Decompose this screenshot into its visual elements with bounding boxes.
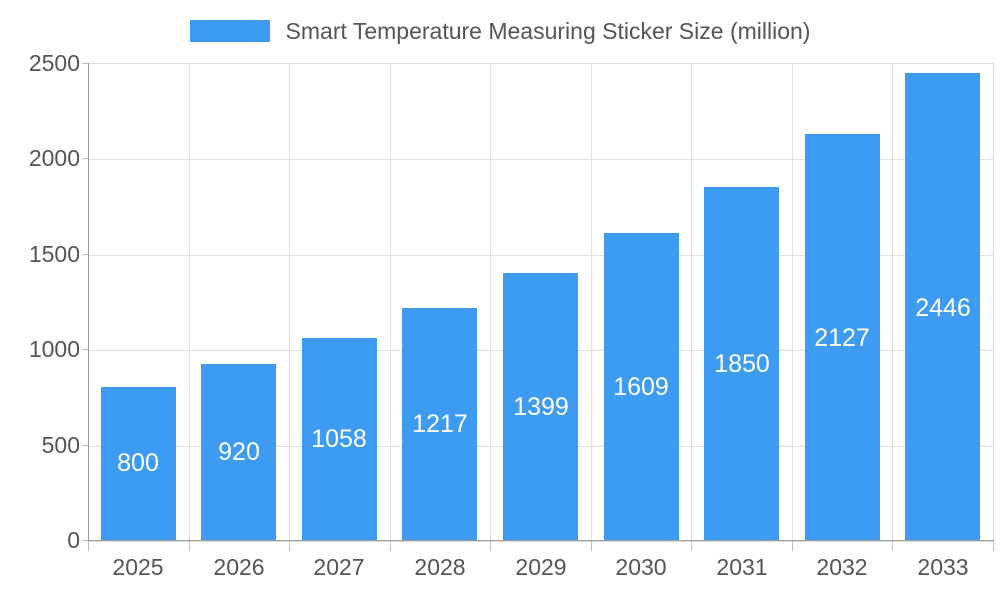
y-axis-tick-mark <box>82 253 88 255</box>
x-axis-tick-mark <box>88 541 89 551</box>
legend-label: Smart Temperature Measuring Sticker Size… <box>285 17 811 44</box>
y-axis-tick-label: 2000 <box>28 145 80 172</box>
y-axis-tick-mark <box>82 158 88 160</box>
y-gridline <box>88 541 993 542</box>
bar[interactable] <box>503 273 578 540</box>
x-axis-tick-label: 2026 <box>213 554 265 580</box>
y-gridline <box>88 159 993 161</box>
y-axis-tick-label: 2500 <box>28 50 80 76</box>
x-axis-tick-label: 2033 <box>917 554 969 580</box>
bar-value-label: 2127 <box>814 324 870 352</box>
x-gridline <box>289 64 290 541</box>
x-gridline <box>390 64 391 541</box>
x-axis-tick-label: 2029 <box>515 554 567 580</box>
x-gridline <box>591 64 592 541</box>
x-axis-tick-mark <box>691 541 692 551</box>
y-axis-line <box>88 63 89 541</box>
x-axis-tick-label: 2031 <box>716 554 768 580</box>
chart-legend: Smart Temperature Measuring Sticker Size… <box>0 14 1000 48</box>
bar[interactable] <box>704 187 779 540</box>
bar[interactable] <box>201 364 276 540</box>
x-gridline <box>892 64 893 541</box>
y-axis-tick-label: 1500 <box>28 240 80 267</box>
bar-value-label: 1399 <box>513 393 569 421</box>
x-axis-tick-label: 2030 <box>615 554 667 580</box>
y-axis-tick-mark <box>82 63 88 64</box>
x-axis-tick-label: 2032 <box>816 554 868 580</box>
bar-value-label: 1609 <box>613 373 669 401</box>
y-axis-tick-mark <box>82 444 88 446</box>
x-axis-tick-label: 2027 <box>313 554 365 580</box>
bar-value-label: 800 <box>117 449 159 477</box>
bar[interactable] <box>101 387 176 540</box>
y-axis-tick-label: 1000 <box>28 336 80 363</box>
x-axis-tick-mark <box>792 541 793 551</box>
y-axis-tick-mark <box>82 349 88 351</box>
bar[interactable] <box>805 134 880 540</box>
y-axis-tick-label: 0 <box>67 527 80 553</box>
x-axis-tick-mark <box>289 541 290 551</box>
x-axis-tick-label: 2028 <box>414 554 466 580</box>
x-gridline <box>490 64 491 541</box>
y-axis-tick-mark <box>82 540 88 541</box>
x-axis-tick-mark <box>490 541 491 551</box>
y-axis: 0 500 1000 1500 2000 2500 <box>0 0 80 600</box>
bar-value-label: 1217 <box>412 410 468 438</box>
x-gridline <box>189 64 190 541</box>
x-axis-tick-mark <box>390 541 391 551</box>
bar[interactable] <box>905 73 980 540</box>
bar[interactable] <box>604 233 679 540</box>
x-axis-tick-label: 2025 <box>112 554 164 580</box>
y-gridline <box>88 254 993 256</box>
bar-value-label: 920 <box>218 438 260 466</box>
x-axis-tick-mark <box>591 541 592 551</box>
x-axis-tick-mark <box>993 541 994 551</box>
bar[interactable] <box>402 308 477 540</box>
x-gridline <box>691 64 692 541</box>
y-axis-tick-label: 500 <box>41 431 80 458</box>
x-axis-tick-mark <box>189 541 190 551</box>
x-gridline <box>792 64 793 541</box>
x-axis-tick-mark <box>892 541 893 551</box>
bar-value-label: 2446 <box>915 294 971 322</box>
x-axis-line <box>88 540 994 541</box>
bar-value-label: 1850 <box>714 350 770 378</box>
legend-color-swatch <box>189 20 270 42</box>
bar-value-label: 1058 <box>311 425 367 453</box>
bar[interactable] <box>302 338 377 540</box>
